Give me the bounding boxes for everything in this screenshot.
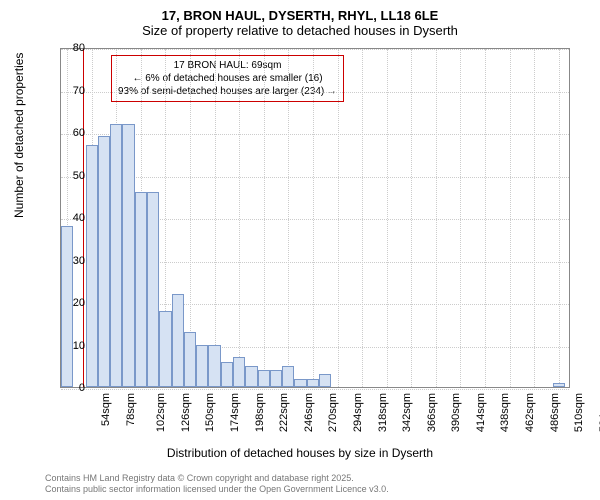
gridline-h: [61, 389, 569, 390]
x-tick-label: 102sqm: [155, 393, 167, 432]
y-tick-label: 40: [55, 212, 85, 224]
histogram-bar: [122, 124, 134, 388]
histogram-bar: [553, 383, 565, 387]
y-tick-label: 10: [55, 340, 85, 352]
x-tick-label: 54sqm: [100, 393, 112, 426]
x-tick-label: 126sqm: [180, 393, 192, 432]
footer-line2: Contains public sector information licen…: [45, 484, 389, 496]
histogram-bar: [98, 136, 110, 387]
histogram-bar: [245, 366, 257, 387]
x-tick-label: 246sqm: [303, 393, 315, 432]
gridline-v: [460, 49, 461, 387]
x-tick-label: 342sqm: [401, 393, 413, 432]
x-tick-label: 174sqm: [229, 393, 241, 432]
gridline-v: [215, 49, 216, 387]
x-tick-label: 222sqm: [278, 393, 290, 432]
histogram-bar: [196, 345, 208, 388]
gridline-v: [534, 49, 535, 387]
histogram-bar: [319, 374, 331, 387]
chart-title-main: 17, BRON HAUL, DYSERTH, RHYL, LL18 6LE: [0, 8, 600, 23]
x-tick-label: 486sqm: [549, 393, 561, 432]
x-tick-label: 390sqm: [450, 393, 462, 432]
x-tick-label: 270sqm: [327, 393, 339, 432]
gridline-v: [288, 49, 289, 387]
y-tick-label: 70: [55, 85, 85, 97]
y-tick-label: 60: [55, 127, 85, 139]
x-tick-label: 318sqm: [377, 393, 389, 432]
gridline-v: [411, 49, 412, 387]
y-tick-label: 0: [55, 382, 85, 394]
y-tick-label: 50: [55, 170, 85, 182]
annotation-box: 17 BRON HAUL: 69sqm ← 6% of detached hou…: [111, 55, 344, 102]
chart-title-sub: Size of property relative to detached ho…: [0, 23, 600, 38]
histogram-bar: [258, 370, 270, 387]
gridline-h: [61, 134, 569, 135]
x-tick-label: 78sqm: [125, 393, 137, 426]
histogram-bar: [147, 192, 159, 388]
y-tick-label: 30: [55, 255, 85, 267]
x-tick-label: 462sqm: [524, 393, 536, 432]
histogram-bar: [208, 345, 220, 388]
gridline-v: [387, 49, 388, 387]
histogram-bar: [270, 370, 282, 387]
gridline-v: [264, 49, 265, 387]
histogram-bar: [294, 379, 306, 388]
gridline-v: [485, 49, 486, 387]
chart-title-block: 17, BRON HAUL, DYSERTH, RHYL, LL18 6LE S…: [0, 0, 600, 38]
histogram-bar: [282, 366, 294, 387]
annotation-line1: 17 BRON HAUL: 69sqm: [118, 59, 337, 72]
gridline-v: [559, 49, 560, 387]
x-tick-label: 198sqm: [254, 393, 266, 432]
gridline-v: [313, 49, 314, 387]
footer-attribution: Contains HM Land Registry data © Crown c…: [45, 473, 389, 496]
gridline-v: [362, 49, 363, 387]
histogram-bar: [221, 362, 233, 388]
histogram-bar: [159, 311, 171, 388]
x-tick-label: 366sqm: [426, 393, 438, 432]
gridline-h: [61, 49, 569, 50]
x-tick-label: 438sqm: [500, 393, 512, 432]
gridline-h: [61, 92, 569, 93]
histogram-bar: [172, 294, 184, 388]
histogram-bar: [110, 124, 122, 388]
histogram-bar: [135, 192, 147, 388]
gridline-v: [510, 49, 511, 387]
x-axis-label: Distribution of detached houses by size …: [0, 446, 600, 460]
y-tick-label: 20: [55, 297, 85, 309]
gridline-h: [61, 177, 569, 178]
annotation-line2: ← 6% of detached houses are smaller (16): [118, 72, 337, 85]
x-tick-label: 150sqm: [205, 393, 217, 432]
gridline-v: [436, 49, 437, 387]
plot-area: 17 BRON HAUL: 69sqm ← 6% of detached hou…: [60, 48, 570, 388]
histogram-bar: [184, 332, 196, 387]
histogram-bar: [233, 357, 245, 387]
histogram-bar: [307, 379, 319, 388]
y-axis-label: Number of detached properties: [12, 53, 26, 218]
x-tick-label: 510sqm: [573, 393, 585, 432]
x-tick-label: 294sqm: [352, 393, 364, 432]
histogram-bar: [86, 145, 98, 387]
gridline-v: [239, 49, 240, 387]
x-tick-label: 414sqm: [475, 393, 487, 432]
gridline-v: [338, 49, 339, 387]
footer-line1: Contains HM Land Registry data © Crown c…: [45, 473, 389, 485]
y-tick-label: 80: [55, 42, 85, 54]
